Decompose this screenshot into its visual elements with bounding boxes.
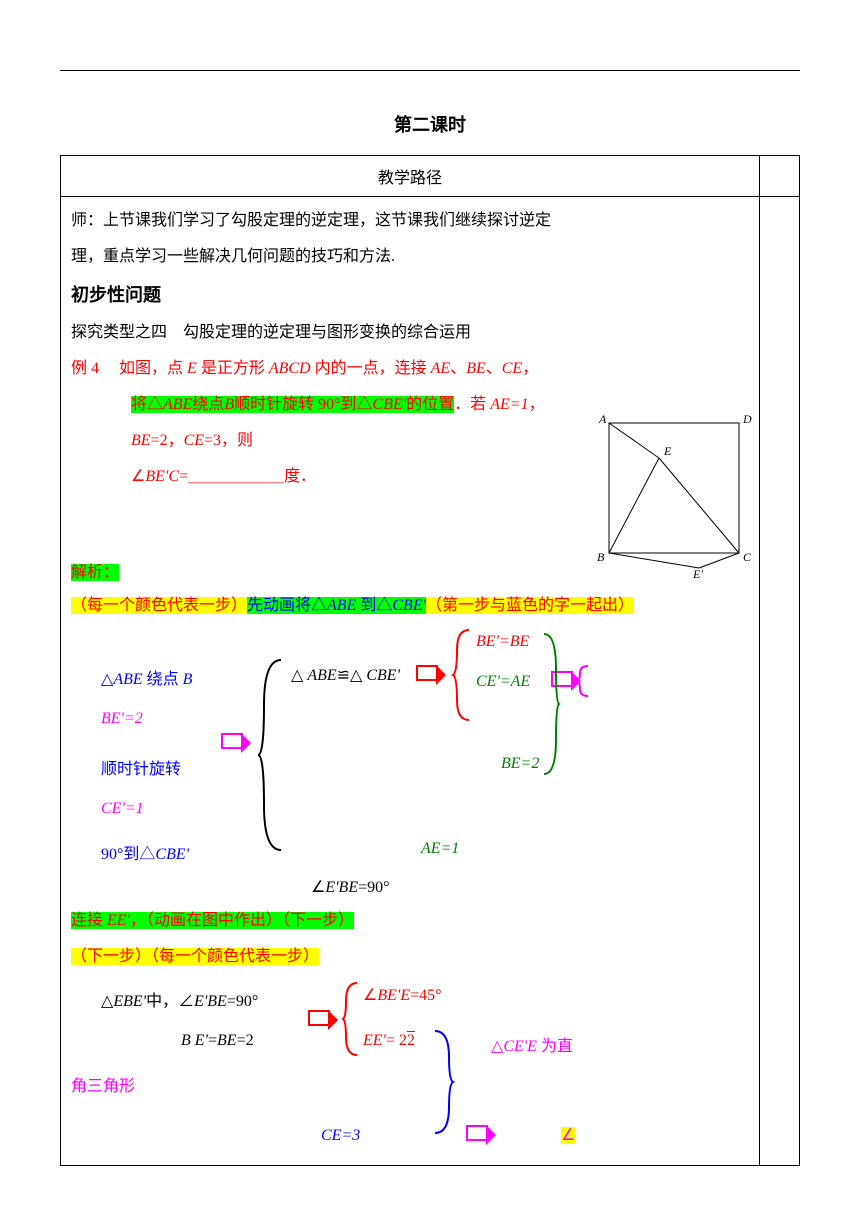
example-4: 例 4 如图，点 E 是正方形 ABCD 内的一点，连接 AE、BE、CE， 将… bbox=[71, 353, 749, 493]
f-ae-eq1: AE=1 bbox=[421, 840, 459, 858]
var-ABCD: ABCD bbox=[269, 360, 311, 377]
ex4-l4b: =＿＿＿＿＿＿度． bbox=[179, 468, 316, 485]
label-D: D bbox=[742, 413, 752, 426]
f2-last: ∠ bbox=[561, 1127, 575, 1144]
f-angle: ∠E'BE=90° bbox=[311, 877, 390, 897]
f2-l1: △EBE'中，∠E'BE=90° bbox=[101, 987, 258, 1011]
side-header bbox=[760, 156, 800, 197]
brace-red-icon bbox=[451, 625, 473, 725]
var-BE2: BE bbox=[131, 432, 151, 449]
f2-l2: B E'=BE=2 bbox=[181, 1032, 254, 1050]
var-CE: CE bbox=[502, 360, 522, 377]
main-table: 教学路径 师：上节课我们学习了勾股定理的逆定理，这节课我们继续探讨逆定 理，重点… bbox=[60, 155, 800, 1166]
f-be2: BE'=2 bbox=[101, 710, 143, 728]
ex4-label: 例 4 bbox=[71, 360, 99, 377]
side-cell bbox=[760, 197, 800, 1166]
var-AE1: AE=1 bbox=[490, 396, 528, 413]
ex4-l3: =2， bbox=[151, 432, 184, 449]
label-C: C bbox=[743, 550, 752, 564]
label-B: B bbox=[597, 550, 605, 564]
geometry-diagram: A D B C E E' bbox=[589, 413, 759, 578]
connect-line: 连接 EE'，（动画在图中作出）（下一步） bbox=[71, 905, 749, 937]
analysis-label: 解析： bbox=[71, 564, 119, 581]
section-heading: 初步性问题 bbox=[71, 277, 749, 313]
ex4-l4a: ∠ bbox=[131, 468, 145, 485]
ex4-l2e: ．若 bbox=[454, 396, 490, 413]
hint1: （每一个颜色代表一步）先动画将△ABE 到△CBE'（第一步与蓝色的字一起出） bbox=[71, 593, 749, 619]
f2-rt3: 角三角形 bbox=[71, 1072, 135, 1096]
f-step2: 顺时针旋转 bbox=[101, 755, 181, 779]
f2-ce3: CE=3 bbox=[321, 1127, 360, 1145]
f2-r2: EE'= 22 bbox=[363, 1032, 415, 1050]
f-ce1: CE'=1 bbox=[101, 800, 144, 818]
flow-diagram-1: △ABE 绕点 B BE'=2 顺时针旋转 CE'=1 90°到△CBE' △ … bbox=[71, 625, 749, 905]
f-step3: 90°到△CBE' bbox=[101, 840, 189, 864]
f-bepbe: BE'=BE bbox=[476, 633, 529, 651]
arrow-icon bbox=[221, 733, 243, 749]
hint1b: 先动画将△ABE 到△CBE' bbox=[247, 597, 426, 614]
f-cepae: CE'=AE bbox=[476, 673, 530, 691]
ex4-l1a: 如图，点 bbox=[119, 360, 187, 377]
intro-line-2: 理，重点学习一些解决几何问题的技巧和方法. bbox=[71, 241, 749, 273]
var-BE: BE bbox=[466, 360, 486, 377]
arrow-icon bbox=[308, 1010, 330, 1026]
ex4-l1b: 是正方形 bbox=[197, 360, 269, 377]
subtype: 探究类型之四 勾股定理的逆定理与图形变换的综合运用 bbox=[71, 317, 749, 349]
var-CE2: CE bbox=[184, 432, 204, 449]
next-step-line: （下一步）（每一个颜色代表一步） bbox=[71, 941, 749, 973]
ex4-l3b: =3，则 bbox=[204, 432, 253, 449]
intro-line-1: 师：上节课我们学习了勾股定理的逆定理，这节课我们继续探讨逆定 bbox=[71, 205, 749, 237]
brace-green-icon bbox=[541, 629, 561, 779]
f2-r1: ∠BE'E=45° bbox=[363, 985, 442, 1005]
path-header: 教学路径 bbox=[61, 156, 760, 197]
f-be-eq2: BE=2 bbox=[501, 755, 539, 773]
flow-diagram-2: △EBE'中，∠E'BE=90° B E'=BE=2 ∠BE'E=45° EE'… bbox=[71, 977, 749, 1157]
f-step1: △ABE 绕点 B bbox=[101, 665, 192, 689]
label-A: A bbox=[598, 413, 607, 426]
f-cong: △ ABE≌△ CBE' bbox=[291, 665, 400, 685]
var-E: E bbox=[187, 360, 197, 377]
content-cell: 师：上节课我们学习了勾股定理的逆定理，这节课我们继续探讨逆定 理，重点学习一些解… bbox=[61, 197, 760, 1166]
label-Ep: E' bbox=[692, 567, 703, 578]
brace-blue-icon bbox=[431, 1027, 455, 1137]
top-rule bbox=[60, 70, 800, 71]
var-BEp: BE'C bbox=[145, 468, 179, 485]
brace-magenta-icon bbox=[576, 663, 590, 699]
brace-red2-icon bbox=[341, 979, 361, 1059]
arrow-icon bbox=[416, 665, 438, 681]
f2-rt: △CE'E 为直 bbox=[491, 1032, 573, 1056]
ex4-l1c: 内的一点，连接 bbox=[311, 360, 431, 377]
brace-icon bbox=[256, 655, 286, 855]
label-E: E bbox=[663, 444, 672, 458]
ex4-hl-rotate: 将△ABE绕点B顺时针旋转 90°到△CBE'的位置 bbox=[131, 396, 454, 413]
lesson-title: 第二课时 bbox=[60, 111, 800, 137]
arrow-icon bbox=[466, 1125, 488, 1141]
var-AE: AE bbox=[431, 360, 451, 377]
